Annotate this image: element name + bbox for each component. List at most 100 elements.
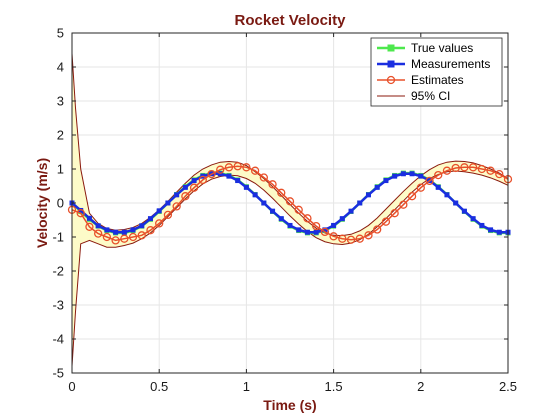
series-measurements-point <box>174 192 180 198</box>
series-estimates-point <box>224 163 234 172</box>
series-estimates-point <box>294 205 303 214</box>
series-estimates-point <box>425 176 434 186</box>
series-estimates-point <box>434 170 443 180</box>
series-estimates-point <box>250 166 260 175</box>
legend-entry-true-values: True values <box>411 41 473 55</box>
series-measurements-point <box>313 229 319 235</box>
y-tick-label: 5 <box>57 26 64 41</box>
series-estimates-point <box>172 202 181 211</box>
series-measurements-point <box>139 223 145 229</box>
series-estimates-point <box>85 222 94 231</box>
y-tick-label: 3 <box>57 94 64 109</box>
series-estimates-point <box>416 183 425 192</box>
series-estimates-point <box>207 169 216 179</box>
series-measurements-point <box>182 184 188 190</box>
series-measurements-point <box>261 200 267 206</box>
series-measurements-point <box>479 222 485 228</box>
series-estimates-point <box>407 192 417 201</box>
legend-swatches <box>377 44 405 97</box>
ci-fill <box>72 53 508 367</box>
legend-marker-measurements <box>387 60 395 68</box>
series-estimates-point <box>460 163 469 172</box>
y-tick-label: -3 <box>52 298 64 313</box>
series-measurements-point <box>130 227 136 233</box>
legend: True values Measurements Estimates 95% C… <box>370 37 503 107</box>
x-axis-label: Time (s) <box>263 397 316 413</box>
y-tick-label: 0 <box>57 196 64 211</box>
series-estimates-point <box>189 183 199 192</box>
series-measurements-point <box>235 178 241 184</box>
series-estimates-point <box>285 197 295 206</box>
series-measurements-point <box>287 222 293 228</box>
series-estimates-point <box>364 231 373 240</box>
x-tick-label: 2.5 <box>499 379 517 394</box>
series-measurements-point <box>392 173 398 179</box>
legend-marker-true-values <box>387 44 395 52</box>
series-estimates-point <box>399 200 408 209</box>
series-measurements-point <box>121 229 127 235</box>
series-estimates-point <box>111 236 120 245</box>
series-estimates-point <box>181 192 190 201</box>
axis-ticks: 0 0.5 1 1.5 2 2.5 -5 -4 -3 -2 -1 0 1 2 3 4 5 <box>52 26 517 395</box>
series-measurements-point <box>357 200 363 206</box>
series-measurements-point <box>418 173 424 179</box>
series-measurements-point <box>496 229 502 235</box>
y-tick-label: -1 <box>52 230 64 245</box>
series-estimates-point <box>373 225 382 234</box>
x-tick-label: 2 <box>417 379 424 394</box>
series-measurements-point <box>383 178 389 184</box>
series-measurements-point <box>270 208 276 214</box>
y-tick-label: -4 <box>52 332 64 347</box>
series-measurements-point <box>374 184 380 190</box>
series-estimates-point <box>355 234 364 243</box>
x-tick-label: 1 <box>243 379 250 394</box>
series-measurements-point <box>400 171 406 177</box>
series-estimates-point <box>163 210 173 220</box>
series-estimates-point <box>390 209 399 218</box>
legend-entry-ci: 95% CI <box>411 89 450 103</box>
series-estimates-point <box>198 175 207 185</box>
series-estimates-point <box>486 166 495 175</box>
y-tick-label: -2 <box>52 264 64 279</box>
series-measurements-point <box>304 229 310 235</box>
series-estimates-point <box>259 173 268 182</box>
series-estimates-point <box>495 169 504 179</box>
series-measurements-point <box>461 208 467 214</box>
series-measurements-point <box>243 184 249 190</box>
y-tick-label: -5 <box>52 366 64 381</box>
series-estimates-point <box>277 188 286 197</box>
series-estimates-point <box>216 165 225 174</box>
series-estimates-point <box>94 229 103 238</box>
series-measurements-point <box>409 171 415 177</box>
legend-entry-measurements: Measurements <box>411 57 490 71</box>
series-measurements-point <box>444 192 450 198</box>
series-measurements-point <box>113 229 119 235</box>
series-estimates-point <box>320 227 330 237</box>
series-estimates-point <box>338 234 347 243</box>
y-tick-label: 1 <box>57 162 64 177</box>
confidence-interval-band <box>71 53 509 367</box>
y-axis-label: Velocity (m/s) <box>34 158 50 248</box>
series-estimates-point <box>137 231 146 240</box>
series-estimates-point <box>128 232 138 242</box>
y-tick-label: 2 <box>57 128 64 143</box>
series-measurements-point <box>453 200 459 206</box>
series-measurements-point <box>435 184 441 190</box>
series-measurements-point <box>278 216 284 222</box>
series-measurements-point <box>165 200 171 206</box>
series-lines <box>67 162 513 245</box>
series-estimates-point <box>268 180 277 189</box>
series-estimates-point <box>451 163 460 173</box>
series-estimates-point <box>312 221 321 231</box>
series-measurements-point <box>296 227 302 233</box>
legend-marker-estimates <box>386 75 396 85</box>
series-measurements-point <box>156 208 162 214</box>
series-estimates-point <box>146 226 155 235</box>
series-measurements-point <box>339 216 345 222</box>
series-measurements-point <box>348 208 354 214</box>
series-measurements-point <box>365 192 371 198</box>
series-estimates-point <box>242 163 251 172</box>
series-estimates-point <box>102 232 112 242</box>
chart-title: Rocket Velocity <box>235 12 347 29</box>
